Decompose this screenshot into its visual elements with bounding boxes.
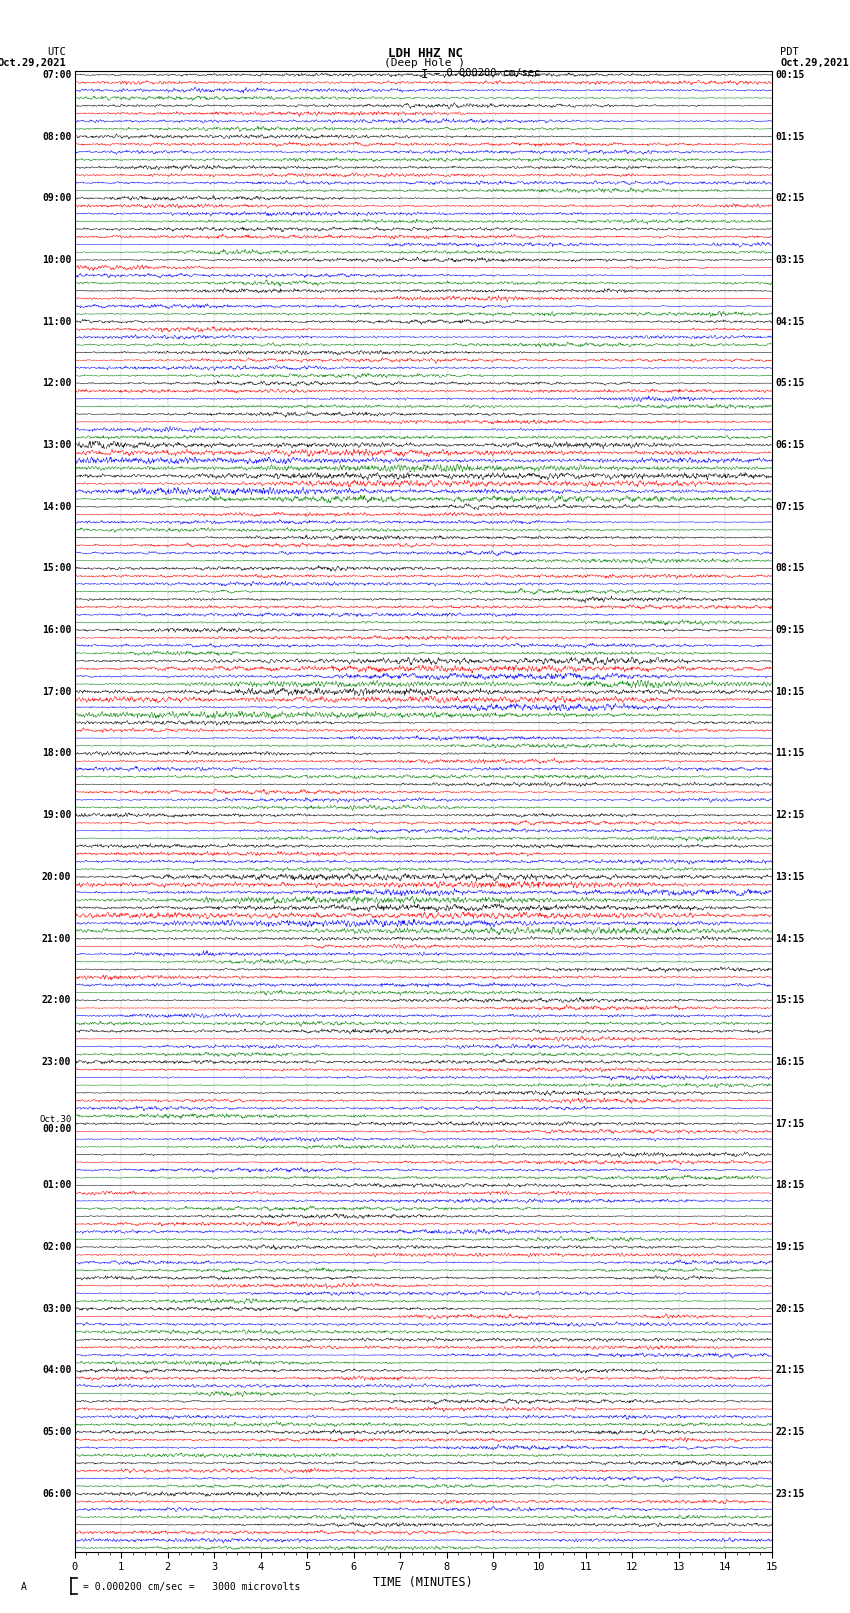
Text: 15:15: 15:15 [775, 995, 805, 1005]
X-axis label: TIME (MINUTES): TIME (MINUTES) [373, 1576, 473, 1589]
Text: Oct.29,2021: Oct.29,2021 [780, 58, 849, 68]
Text: 01:15: 01:15 [775, 132, 805, 142]
Text: 07:00: 07:00 [42, 69, 71, 79]
Text: 02:00: 02:00 [42, 1242, 71, 1252]
Text: 21:15: 21:15 [775, 1366, 805, 1376]
Text: 15:00: 15:00 [42, 563, 71, 573]
Text: 23:15: 23:15 [775, 1489, 805, 1498]
Text: 22:00: 22:00 [42, 995, 71, 1005]
Text: PDT: PDT [780, 47, 799, 56]
Text: 14:15: 14:15 [775, 934, 805, 944]
Text: 09:00: 09:00 [42, 194, 71, 203]
Text: 04:00: 04:00 [42, 1366, 71, 1376]
Text: 12:15: 12:15 [775, 810, 805, 819]
Text: 14:00: 14:00 [42, 502, 71, 511]
Text: 21:00: 21:00 [42, 934, 71, 944]
Text: 03:15: 03:15 [775, 255, 805, 265]
Text: 10:00: 10:00 [42, 255, 71, 265]
Text: 11:00: 11:00 [42, 316, 71, 326]
Text: (Deep Hole ): (Deep Hole ) [384, 58, 466, 68]
Text: Oct.30: Oct.30 [39, 1115, 71, 1124]
Text: 01:00: 01:00 [42, 1181, 71, 1190]
Text: 20:15: 20:15 [775, 1303, 805, 1313]
Text: 03:00: 03:00 [42, 1303, 71, 1313]
Text: 19:15: 19:15 [775, 1242, 805, 1252]
Text: 16:00: 16:00 [42, 626, 71, 636]
Text: 19:00: 19:00 [42, 810, 71, 819]
Text: 04:15: 04:15 [775, 316, 805, 326]
Text: 17:15: 17:15 [775, 1119, 805, 1129]
Text: 09:15: 09:15 [775, 626, 805, 636]
Text: 02:15: 02:15 [775, 194, 805, 203]
Text: 23:00: 23:00 [42, 1057, 71, 1066]
Text: 08:00: 08:00 [42, 132, 71, 142]
Text: A: A [21, 1582, 27, 1592]
Text: 18:15: 18:15 [775, 1181, 805, 1190]
Text: 05:15: 05:15 [775, 379, 805, 389]
Text: 00:00: 00:00 [42, 1124, 71, 1134]
Text: UTC: UTC [48, 47, 66, 56]
Text: 20:00: 20:00 [42, 873, 71, 882]
Text: 05:00: 05:00 [42, 1428, 71, 1437]
Text: 06:15: 06:15 [775, 440, 805, 450]
Text: 10:15: 10:15 [775, 687, 805, 697]
Text: 13:15: 13:15 [775, 873, 805, 882]
Text: 18:00: 18:00 [42, 748, 71, 758]
Text: = 0.000200 cm/sec =   3000 microvolts: = 0.000200 cm/sec = 3000 microvolts [83, 1582, 301, 1592]
Text: I: I [422, 68, 428, 81]
Text: 22:15: 22:15 [775, 1428, 805, 1437]
Text: 11:15: 11:15 [775, 748, 805, 758]
Text: 17:00: 17:00 [42, 687, 71, 697]
Text: LDH HHZ NC: LDH HHZ NC [388, 47, 462, 60]
Text: 13:00: 13:00 [42, 440, 71, 450]
Text: 07:15: 07:15 [775, 502, 805, 511]
Text: = 0.000200 cm/sec: = 0.000200 cm/sec [434, 68, 540, 77]
Text: 16:15: 16:15 [775, 1057, 805, 1066]
Text: 12:00: 12:00 [42, 379, 71, 389]
Text: 00:15: 00:15 [775, 69, 805, 79]
Text: Oct.29,2021: Oct.29,2021 [0, 58, 66, 68]
Text: 08:15: 08:15 [775, 563, 805, 573]
Text: 06:00: 06:00 [42, 1489, 71, 1498]
